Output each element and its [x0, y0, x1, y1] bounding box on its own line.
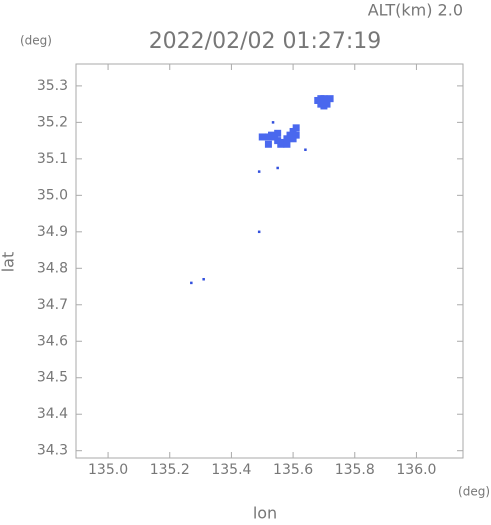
x-tick-label: 135.2 [150, 462, 190, 478]
echo-point [326, 95, 334, 103]
y-unit: (deg) [20, 34, 52, 48]
altitude-label: ALT(km) 2.0 [368, 1, 463, 20]
echo-point [271, 133, 279, 141]
y-tick-label: 35.2 [37, 114, 68, 130]
echo-point [289, 135, 297, 143]
y-tick-label: 34.4 [37, 406, 68, 422]
x-tick-label: 135.8 [335, 462, 375, 478]
y-tick-label: 34.9 [37, 224, 68, 240]
y-tick-label: 34.8 [37, 260, 68, 276]
x-tick-label: 135.0 [88, 462, 128, 478]
echo-point [190, 281, 193, 285]
echo-point [292, 131, 300, 139]
echo-point [276, 166, 279, 170]
y-tick-label: 35.1 [37, 151, 68, 167]
chart-title: 2022/02/02 01:27:19 [149, 29, 382, 54]
echo-point [271, 121, 275, 124]
x-tick-label: 135.4 [211, 462, 251, 478]
y-tick-label: 35.3 [37, 78, 68, 94]
plot-frame [75, 63, 464, 459]
echo-point [257, 230, 261, 234]
echo-point [304, 148, 307, 151]
x-axis-label: lon [253, 504, 277, 522]
x-unit: (deg) [458, 485, 490, 499]
echo-point [292, 124, 300, 132]
echo-point [289, 127, 297, 135]
echo-point [283, 135, 291, 143]
echo-point [274, 129, 282, 137]
echo-point [264, 140, 272, 148]
echo-point [274, 137, 282, 145]
echo-point [320, 102, 328, 110]
y-tick-label: 34.6 [37, 333, 68, 349]
echo-point [258, 133, 266, 141]
y-tick-label: 34.3 [37, 443, 68, 459]
x-tick-label: 135.6 [273, 462, 313, 478]
y-tick-label: 34.5 [37, 370, 68, 386]
echo-point [283, 140, 291, 148]
echo-point [202, 277, 205, 281]
y-axis-label: lat [0, 252, 18, 273]
y-tick-label: 34.7 [37, 297, 68, 313]
echo-point [257, 170, 261, 173]
echo-point [286, 131, 294, 139]
y-tick-label: 35.0 [37, 187, 68, 203]
x-tick-label: 136.0 [396, 462, 436, 478]
